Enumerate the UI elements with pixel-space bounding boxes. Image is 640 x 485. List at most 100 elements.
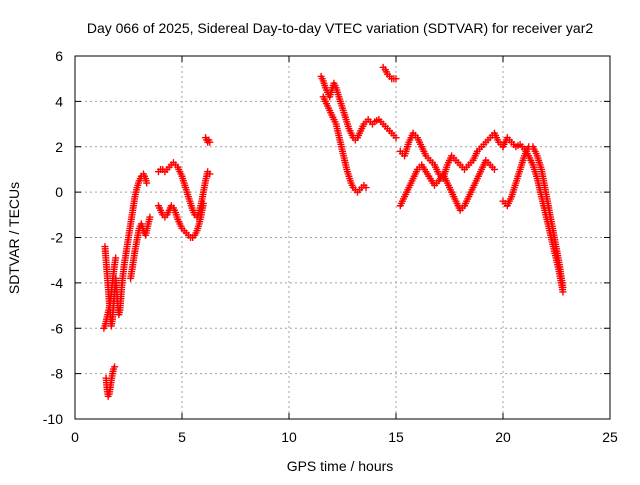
data-point xyxy=(206,170,214,178)
data-point-fill xyxy=(401,140,412,158)
data-point-fill xyxy=(466,186,476,198)
data-point-fill xyxy=(513,168,523,185)
series-yar2-afternoon-arc-B xyxy=(319,93,370,196)
data-point-fill xyxy=(123,236,132,253)
data-point-fill xyxy=(444,181,455,194)
series-yar2-evening-arc-A xyxy=(396,129,507,183)
data-point xyxy=(490,165,498,173)
x-tick-label: 10 xyxy=(281,429,297,445)
data-point-fill xyxy=(172,211,181,221)
series-yar2-morning-arc-A xyxy=(154,159,214,221)
data-point-fill xyxy=(492,131,502,144)
data-point xyxy=(143,179,151,187)
y-tick-label: -4 xyxy=(51,275,64,291)
data-point-fill xyxy=(107,290,115,303)
data-point-fill xyxy=(343,120,352,130)
data-point-fill xyxy=(343,168,352,178)
data-point-fill xyxy=(339,106,348,117)
x-tick-label: 25 xyxy=(602,429,618,445)
data-point-fill xyxy=(125,222,134,239)
y-tick-labels: -10 -8 -6 -4 -2 0 2 4 6 xyxy=(43,48,63,427)
data-point xyxy=(111,363,119,371)
data-point-fill xyxy=(335,131,344,144)
data-point-fill xyxy=(470,150,480,162)
data-point-fill xyxy=(127,263,136,280)
series-yar2-early-arc-low xyxy=(100,254,120,332)
data-point-fill xyxy=(406,177,416,189)
data-point-fill xyxy=(397,195,407,207)
x-tick-label: 15 xyxy=(388,429,404,445)
y-tick-label: 4 xyxy=(55,93,63,109)
data-point-fill xyxy=(108,317,116,328)
data-point xyxy=(392,75,400,83)
data-point xyxy=(559,288,567,296)
data-point-fill xyxy=(517,154,528,171)
data-point-fill xyxy=(179,175,187,185)
x-tick-label: 0 xyxy=(71,429,79,445)
data-point-fill xyxy=(335,93,344,103)
data-point-fill xyxy=(326,88,335,99)
data-point-fill xyxy=(462,195,472,207)
data-point-fill xyxy=(106,386,114,396)
series-yar2-evening-arc-B xyxy=(396,156,498,214)
data-point-fill xyxy=(185,195,194,205)
y-tick-label: -10 xyxy=(43,411,63,427)
series-yar2-morning-arc-B xyxy=(154,199,207,241)
series-yar2-late-arc-B xyxy=(499,134,567,296)
data-point-fill xyxy=(333,86,342,96)
data-point-fill xyxy=(107,379,115,389)
data-point-fill xyxy=(129,195,139,212)
data-point-fill xyxy=(183,188,192,198)
data-point-fill xyxy=(138,222,147,232)
data-point-fill xyxy=(500,136,510,148)
data-point-fill xyxy=(131,238,141,253)
data-point-fill xyxy=(320,79,329,89)
data-point-fill xyxy=(341,159,350,171)
x-tick-labels: 0 5 10 15 20 25 xyxy=(71,429,618,445)
data-point-fill xyxy=(337,100,346,110)
data-point-fill xyxy=(504,195,514,207)
data-point-fill xyxy=(522,147,531,158)
data-point-fill xyxy=(436,172,446,183)
data-point-fill xyxy=(474,168,485,180)
data-point-fill xyxy=(406,131,416,144)
x-axis-label: GPS time / hours xyxy=(287,458,394,474)
data-point-fill xyxy=(108,372,116,382)
series-yar2-early-arc xyxy=(101,170,151,330)
series-yar2-afternoon-arc-A xyxy=(317,72,400,144)
data-point-fill xyxy=(428,177,437,187)
data-point-fill xyxy=(127,209,136,226)
series-yar2-high-segment xyxy=(379,63,400,83)
data-point-fill xyxy=(333,122,342,135)
data-point-fill xyxy=(106,299,114,310)
data-points xyxy=(100,63,567,400)
data-point-fill xyxy=(432,163,442,176)
data-point-fill xyxy=(449,190,459,203)
data-point xyxy=(146,213,154,221)
data-point-fill xyxy=(133,227,143,241)
series-yar2-second-arc xyxy=(127,213,154,282)
data-point-fill xyxy=(194,222,202,232)
y-tick-label: 6 xyxy=(55,48,63,64)
data-point-fill xyxy=(142,224,151,237)
data-point-fill xyxy=(131,186,141,198)
data-point-fill xyxy=(479,159,489,171)
data-point-fill xyxy=(129,249,139,266)
y-tick-label: -6 xyxy=(51,320,64,336)
data-point-fill xyxy=(508,181,519,198)
data-point-fill xyxy=(108,281,116,294)
y-axis-label: SDTVAR / TECUs xyxy=(6,182,22,294)
data-point-fill xyxy=(526,154,536,167)
y-tick-label: 2 xyxy=(55,139,63,155)
data-point-fill xyxy=(419,145,429,158)
data-point-fill xyxy=(181,181,190,192)
data-point-fill xyxy=(341,113,350,124)
data-point-fill xyxy=(530,163,541,180)
data-point-fill xyxy=(444,154,455,167)
data-point-fill xyxy=(440,172,450,185)
data-point-fill xyxy=(111,256,119,266)
y-tick-label: -2 xyxy=(51,230,64,246)
data-point-fill xyxy=(134,179,142,189)
